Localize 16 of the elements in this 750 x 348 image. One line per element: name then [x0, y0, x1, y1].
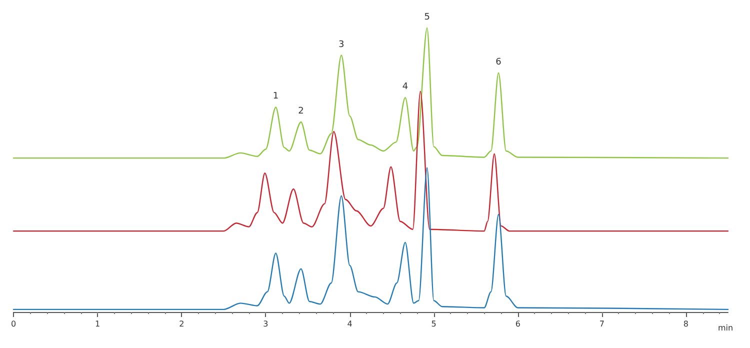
x-tick-label: 3 [263, 320, 268, 328]
annotation: 4 [402, 82, 408, 92]
x-tick-label: 5 [431, 320, 436, 328]
annotation: 3 [338, 40, 344, 50]
x-axis-title: min [718, 324, 734, 332]
x-tick-label: 7 [599, 320, 604, 328]
x-tick-label: 1 [95, 320, 100, 328]
annotation: 2 [298, 106, 304, 117]
x-tick-label: 4 [347, 320, 352, 328]
x-tick-label: 8 [683, 320, 689, 328]
x-tick-label: 0 [11, 320, 16, 328]
x-tick-label: 6 [515, 320, 520, 328]
annotation: 6 [496, 57, 502, 68]
annotation: 1 [272, 92, 279, 102]
annotation: 5 [424, 12, 430, 22]
x-tick-label: 2 [179, 320, 184, 328]
